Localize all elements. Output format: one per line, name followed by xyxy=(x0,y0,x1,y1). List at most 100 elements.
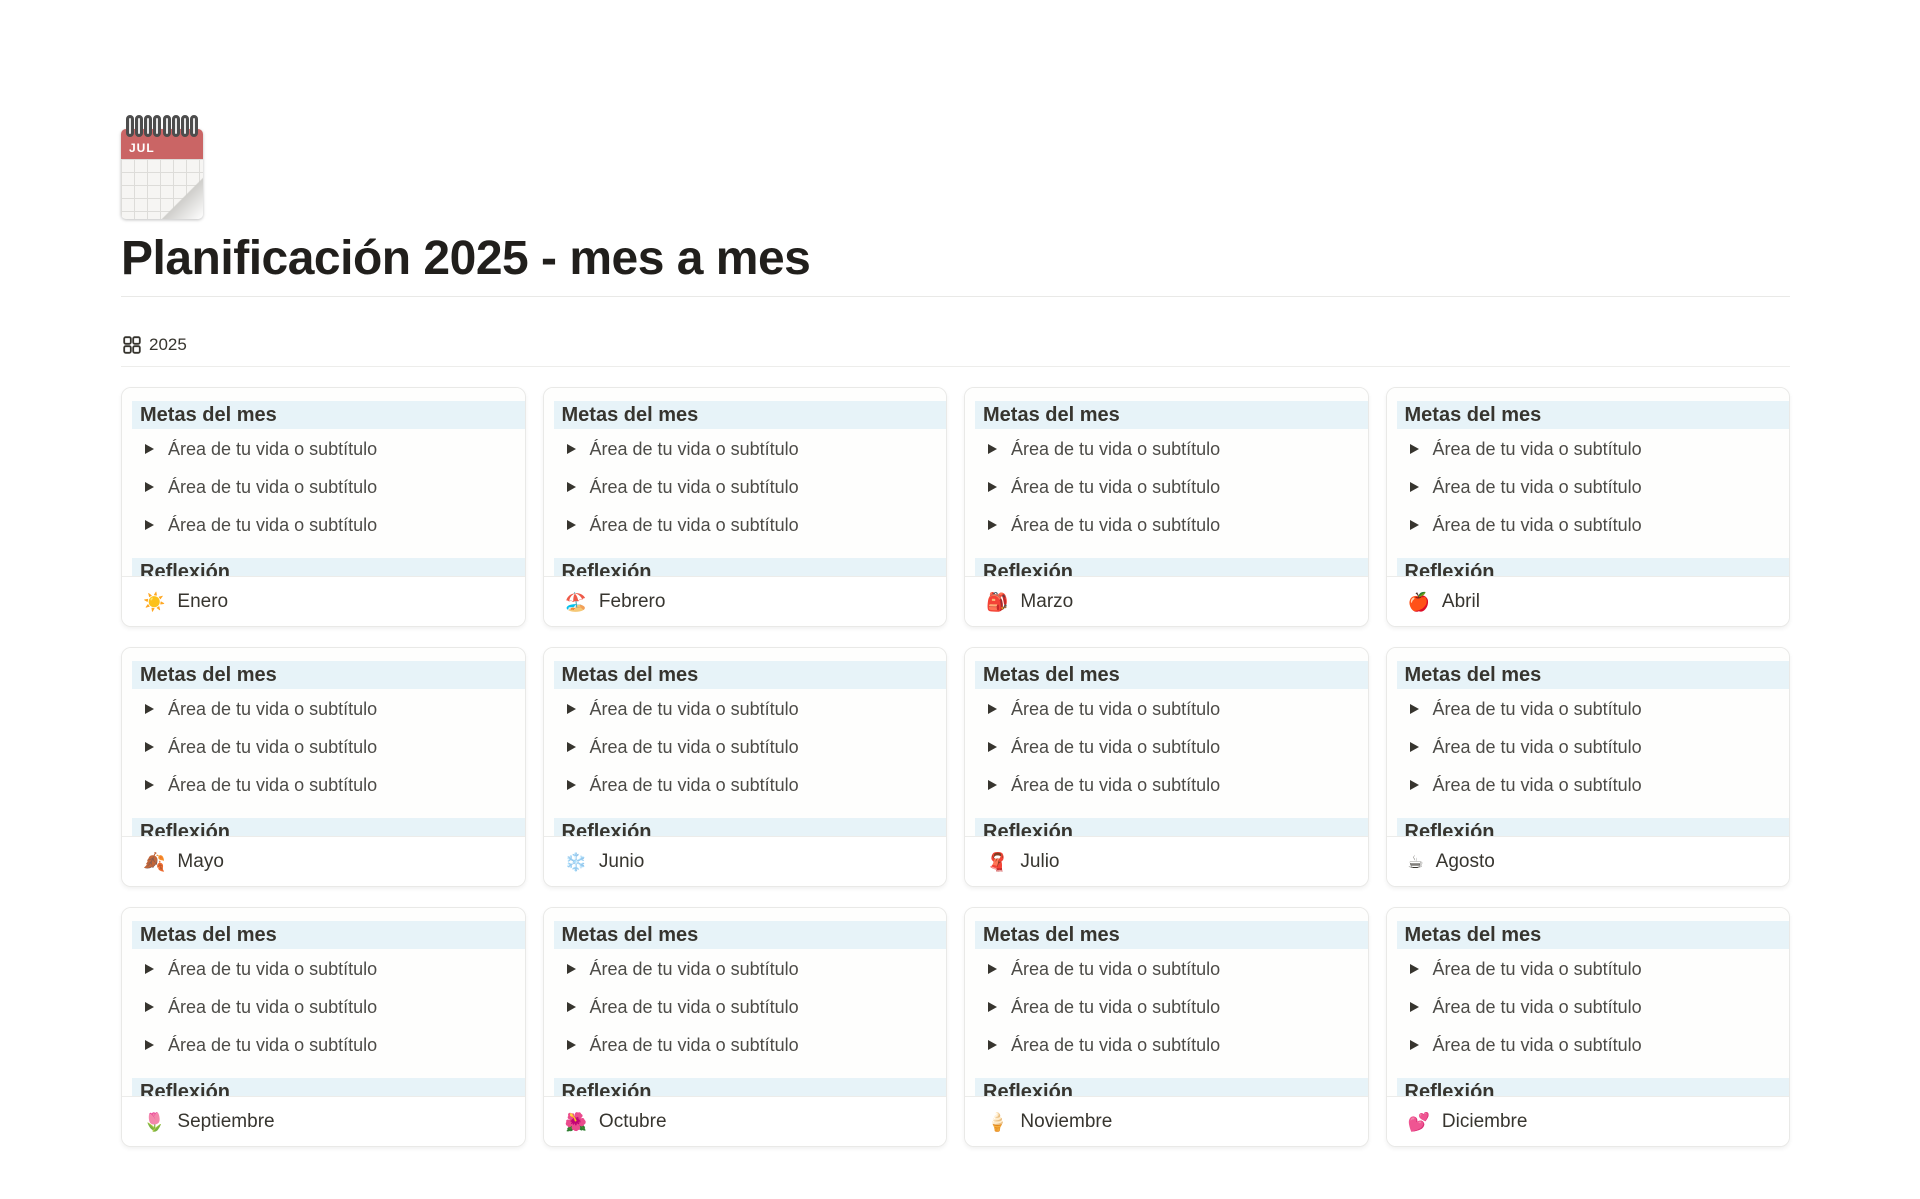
month-emoji-icon: 🌺 xyxy=(564,1111,587,1132)
card-title-row[interactable]: ❄️ Junio xyxy=(543,836,946,886)
toggle-label: Área de tu vida o subtítulo xyxy=(1432,1034,1642,1055)
card-preview: Metas del mes Área de tu vida o subtítul… xyxy=(1386,388,1790,577)
month-card[interactable]: Metas del mes Área de tu vida o subtítul… xyxy=(1385,387,1790,627)
toggle-item: Área de tu vida o subtítulo xyxy=(975,473,1368,501)
toggle-triangle-icon xyxy=(145,482,154,492)
card-preview: Metas del mes Área de tu vida o subtítul… xyxy=(965,388,1368,577)
card-preview: Metas del mes Área de tu vida o subtítul… xyxy=(543,388,947,577)
month-emoji-icon: 🍦 xyxy=(986,1111,1009,1132)
card-preview: Metas del mes Área de tu vida o subtítul… xyxy=(122,908,525,1097)
toggle-triangle-icon xyxy=(988,964,997,974)
toggle-list: Área de tu vida o subtítulo Área de tu v… xyxy=(975,695,1368,799)
spiral-calendar-icon[interactable]: JUL xyxy=(121,115,203,219)
card-title-row[interactable]: 💕 Diciembre xyxy=(1386,1096,1789,1146)
month-emoji-icon: 🍂 xyxy=(143,851,166,872)
card-title-row[interactable]: 🍂 Mayo xyxy=(122,836,525,886)
toggle-triangle-icon xyxy=(566,780,576,790)
metas-heading: Metas del mes xyxy=(553,921,946,949)
toggle-list: Área de tu vida o subtítulo Área de tu v… xyxy=(1397,695,1790,799)
page: JUL Planificación 2025 - mes a mes 2025 … xyxy=(121,115,1790,1147)
month-card[interactable]: Metas del mes Área de tu vida o subtítul… xyxy=(121,387,526,627)
calendar-page-curl xyxy=(161,177,203,219)
toggle-triangle-icon xyxy=(145,520,154,530)
toggle-label: Área de tu vida o subtítulo xyxy=(1432,958,1642,979)
toggle-item: Área de tu vida o subtítulo xyxy=(1397,695,1790,723)
card-preview: Metas del mes Área de tu vida o subtítul… xyxy=(965,908,1368,1097)
reflexion-heading: Reflexión xyxy=(132,558,525,577)
toggle-label: Área de tu vida o subtítulo xyxy=(1432,514,1642,535)
month-name: Diciembre xyxy=(1441,1110,1528,1132)
card-preview: Metas del mes Área de tu vida o subtítul… xyxy=(122,388,525,577)
card-title-row[interactable]: ☕ Agosto xyxy=(1386,836,1789,886)
toggle-triangle-icon xyxy=(988,1002,997,1012)
metas-heading: Metas del mes xyxy=(1396,401,1789,429)
month-name: Marzo xyxy=(1020,590,1074,612)
metas-heading: Metas del mes xyxy=(132,661,525,689)
toggle-item: Área de tu vida o subtítulo xyxy=(975,435,1368,463)
metas-heading: Metas del mes xyxy=(553,661,946,689)
reflexion-heading: Reflexión xyxy=(975,818,1368,837)
toggle-item: Área de tu vida o subtítulo xyxy=(975,955,1368,983)
toggle-label: Área de tu vida o subtítulo xyxy=(1011,1034,1221,1055)
toggle-label: Área de tu vida o subtítulo xyxy=(589,736,799,757)
toggle-triangle-icon xyxy=(988,1040,997,1050)
month-name: Febrero xyxy=(598,590,666,612)
toggle-item: Área de tu vida o subtítulo xyxy=(132,993,525,1021)
calendar-header: JUL xyxy=(121,129,203,159)
toggle-triangle-icon xyxy=(1409,520,1419,530)
month-card[interactable]: Metas del mes Área de tu vida o subtítul… xyxy=(964,647,1369,887)
card-title-row[interactable]: 🍎 Abril xyxy=(1386,576,1789,626)
toggle-label: Área de tu vida o subtítulo xyxy=(168,1034,378,1055)
month-card[interactable]: Metas del mes Área de tu vida o subtítul… xyxy=(542,907,947,1147)
card-title-row[interactable]: 🎒 Marzo xyxy=(965,576,1368,626)
toggle-triangle-icon xyxy=(1409,482,1419,492)
month-emoji-icon: ☕ xyxy=(1407,851,1424,872)
card-title-row[interactable]: 🌷 Septiembre xyxy=(122,1096,525,1146)
toggle-list: Área de tu vida o subtítulo Área de tu v… xyxy=(132,435,525,539)
card-title-row[interactable]: ☀️ Enero xyxy=(122,576,525,626)
toggle-item: Área de tu vida o subtítulo xyxy=(554,771,947,799)
toggle-item: Área de tu vida o subtítulo xyxy=(554,435,947,463)
toggle-triangle-icon xyxy=(566,742,576,752)
gallery-grid: Metas del mes Área de tu vida o subtítul… xyxy=(121,387,1790,1147)
toggle-item: Área de tu vida o subtítulo xyxy=(975,511,1368,539)
toggle-label: Área de tu vida o subtítulo xyxy=(1011,476,1221,497)
month-emoji-icon: 🎒 xyxy=(986,591,1009,612)
card-title-row[interactable]: 🍦 Noviembre xyxy=(965,1096,1368,1146)
toggle-label: Área de tu vida o subtítulo xyxy=(168,736,378,757)
month-card[interactable]: Metas del mes Área de tu vida o subtítul… xyxy=(121,647,526,887)
month-name: Noviembre xyxy=(1020,1110,1113,1132)
card-title-row[interactable]: 🏖️ Febrero xyxy=(543,576,946,626)
toggle-item: Área de tu vida o subtítulo xyxy=(132,695,525,723)
toggle-item: Área de tu vida o subtítulo xyxy=(1397,435,1790,463)
toggle-list: Área de tu vida o subtítulo Área de tu v… xyxy=(1397,435,1790,539)
toggle-label: Área de tu vida o subtítulo xyxy=(1432,698,1642,719)
card-title-row[interactable]: 🌺 Octubre xyxy=(543,1096,946,1146)
card-title-row[interactable]: 🧣 Julio xyxy=(965,836,1368,886)
toggle-triangle-icon xyxy=(566,520,576,530)
month-card[interactable]: Metas del mes Área de tu vida o subtítul… xyxy=(964,387,1369,627)
month-card[interactable]: Metas del mes Área de tu vida o subtítul… xyxy=(121,907,526,1147)
toggle-item: Área de tu vida o subtítulo xyxy=(554,473,947,501)
toggle-triangle-icon xyxy=(566,704,576,714)
toggle-label: Área de tu vida o subtítulo xyxy=(589,514,799,535)
month-card[interactable]: Metas del mes Área de tu vida o subtítul… xyxy=(542,387,947,627)
toggle-item: Área de tu vida o subtítulo xyxy=(132,435,525,463)
toggle-label: Área de tu vida o subtítulo xyxy=(589,996,799,1017)
month-card[interactable]: Metas del mes Área de tu vida o subtítul… xyxy=(1385,647,1790,887)
toggle-item: Área de tu vida o subtítulo xyxy=(1397,1031,1790,1059)
page-title[interactable]: Planificación 2025 - mes a mes xyxy=(121,232,811,285)
month-card[interactable]: Metas del mes Área de tu vida o subtítul… xyxy=(1385,907,1790,1147)
month-emoji-icon: 🍎 xyxy=(1407,591,1430,612)
card-preview: Metas del mes Área de tu vida o subtítul… xyxy=(543,908,946,1097)
toggle-label: Área de tu vida o subtítulo xyxy=(168,698,378,719)
reflexion-heading: Reflexión xyxy=(553,1078,946,1097)
month-emoji-icon: 🌷 xyxy=(143,1111,166,1132)
month-card[interactable]: Metas del mes Área de tu vida o subtítul… xyxy=(542,647,947,887)
toggle-label: Área de tu vida o subtítulo xyxy=(1011,514,1221,535)
metas-heading: Metas del mes xyxy=(132,401,525,429)
toggle-label: Área de tu vida o subtítulo xyxy=(589,1034,799,1055)
tab-2025[interactable]: 2025 xyxy=(121,331,189,359)
month-card[interactable]: Metas del mes Área de tu vida o subtítul… xyxy=(964,907,1369,1147)
reflexion-heading: Reflexión xyxy=(975,558,1368,577)
